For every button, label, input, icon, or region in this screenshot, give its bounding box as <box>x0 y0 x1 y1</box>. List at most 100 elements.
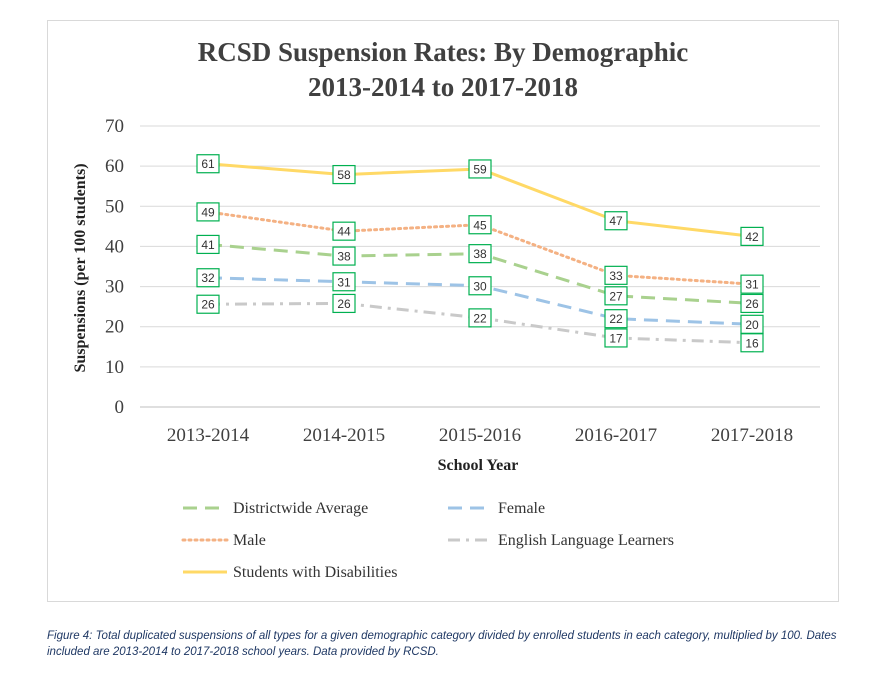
series-line <box>206 210 754 286</box>
data-label-text: 26 <box>337 297 351 311</box>
y-tick-label: 70 <box>105 116 124 137</box>
data-label-box <box>332 164 356 185</box>
legend-label: Districtwide Average <box>233 500 368 517</box>
legend-item: Female <box>448 500 545 517</box>
legend-item: English Language Learners <box>448 532 674 549</box>
x-axis-title: School Year <box>438 457 519 474</box>
data-label: 26 <box>196 294 220 314</box>
x-tick-label: 2015-2016 <box>439 425 521 446</box>
data-label: 22 <box>468 308 492 328</box>
data-label-box <box>604 211 628 231</box>
x-tick-label: 2016-2017 <box>575 425 657 446</box>
chart-container: RCSD Suspension Rates: By Demographic 20… <box>47 20 839 602</box>
legend-label: English Language Learners <box>498 532 674 549</box>
data-label-text: 61 <box>201 157 215 171</box>
data-label: 41 <box>196 234 220 255</box>
data-label: 42 <box>740 226 764 246</box>
data-label: 31 <box>332 272 356 292</box>
data-label: 17 <box>604 328 628 348</box>
data-label: 20 <box>740 314 764 334</box>
data-label-text: 32 <box>201 271 215 285</box>
data-label: 33 <box>604 265 628 285</box>
legend-item: Male <box>181 532 266 549</box>
data-label-box <box>604 265 628 285</box>
y-tick-label: 50 <box>105 196 124 217</box>
data-label: 30 <box>468 276 492 296</box>
data-label-text: 17 <box>609 331 623 345</box>
chart-title-line1: RCSD Suspension Rates: By Demographic <box>198 37 689 67</box>
data-label: 61 <box>196 154 220 174</box>
y-tick-label: 60 <box>105 156 124 177</box>
data-label-box <box>740 333 764 353</box>
legend-item: Students with Disabilities <box>183 564 397 581</box>
data-label-box <box>740 274 764 294</box>
data-label-box <box>196 294 220 314</box>
data-label-text: 27 <box>609 289 623 303</box>
legend-label: Male <box>233 532 266 549</box>
data-label-text: 20 <box>745 318 759 332</box>
data-label-box <box>332 272 356 292</box>
data-label-box <box>468 159 492 179</box>
data-label-text: 22 <box>473 311 487 325</box>
legend-label: Female <box>498 500 545 517</box>
y-tick-label: 0 <box>115 397 125 418</box>
data-label: 22 <box>604 309 628 329</box>
data-label-text: 47 <box>609 214 623 228</box>
data-label-text: 41 <box>201 238 215 252</box>
data-label-text: 49 <box>201 205 215 219</box>
data-label-box <box>604 328 628 348</box>
data-label: 31 <box>740 274 764 294</box>
data-label-box <box>196 154 220 174</box>
data-label-box <box>604 309 628 329</box>
data-label: 26 <box>332 293 356 314</box>
data-label: 45 <box>468 215 492 235</box>
x-tick-label: 2017-2018 <box>711 425 793 446</box>
data-label: 44 <box>332 221 356 241</box>
y-tick-label: 10 <box>105 357 124 378</box>
line-chart: RCSD Suspension Rates: By Demographic 20… <box>72 37 820 581</box>
data-label-text: 31 <box>337 275 351 289</box>
data-label-box <box>332 293 356 314</box>
data-label-box <box>196 202 220 222</box>
data-label: 38 <box>468 244 492 264</box>
chart-title-line2: 2013-2014 to 2017-2018 <box>308 72 578 102</box>
y-tick-label: 40 <box>105 236 124 257</box>
data-label: 27 <box>604 286 628 306</box>
data-label-box <box>740 226 764 246</box>
data-label-text: 16 <box>745 336 759 350</box>
legend-label: Students with Disabilities <box>233 564 397 581</box>
data-label-box <box>196 268 220 288</box>
y-tick-label: 30 <box>105 277 124 298</box>
data-label-box <box>468 308 492 328</box>
data-label: 59 <box>468 159 492 179</box>
data-label-text: 59 <box>473 162 487 176</box>
data-label: 47 <box>604 211 628 231</box>
data-label-box <box>468 276 492 296</box>
data-label-box <box>196 234 220 255</box>
data-label-text: 38 <box>473 247 487 261</box>
data-label-text: 42 <box>745 230 759 244</box>
data-label-text: 26 <box>201 298 215 312</box>
x-tick-label: 2013-2014 <box>167 425 250 446</box>
data-label-text: 45 <box>473 218 487 232</box>
data-label-text: 31 <box>745 278 759 292</box>
data-label: 58 <box>332 164 356 185</box>
data-label-text: 58 <box>337 168 351 182</box>
data-label-box <box>740 293 764 314</box>
legend-item: Districtwide Average <box>183 500 368 517</box>
data-label-box <box>468 215 492 235</box>
y-tick-label: 20 <box>105 317 124 338</box>
data-label-text: 44 <box>337 225 351 239</box>
data-label-text: 26 <box>745 297 759 311</box>
data-label: 16 <box>740 333 764 353</box>
data-label-box <box>468 244 492 264</box>
data-label: 49 <box>196 202 220 222</box>
data-label-text: 22 <box>609 312 623 326</box>
data-label: 32 <box>196 268 220 288</box>
data-label-box <box>332 246 356 266</box>
data-label: 38 <box>332 246 356 266</box>
figure-caption: Figure 4: Total duplicated suspensions o… <box>47 630 837 658</box>
data-label-text: 38 <box>337 250 351 264</box>
y-axis-title: Suspensions (per 100 students) <box>72 163 89 372</box>
x-tick-label: 2014-2015 <box>303 425 385 446</box>
